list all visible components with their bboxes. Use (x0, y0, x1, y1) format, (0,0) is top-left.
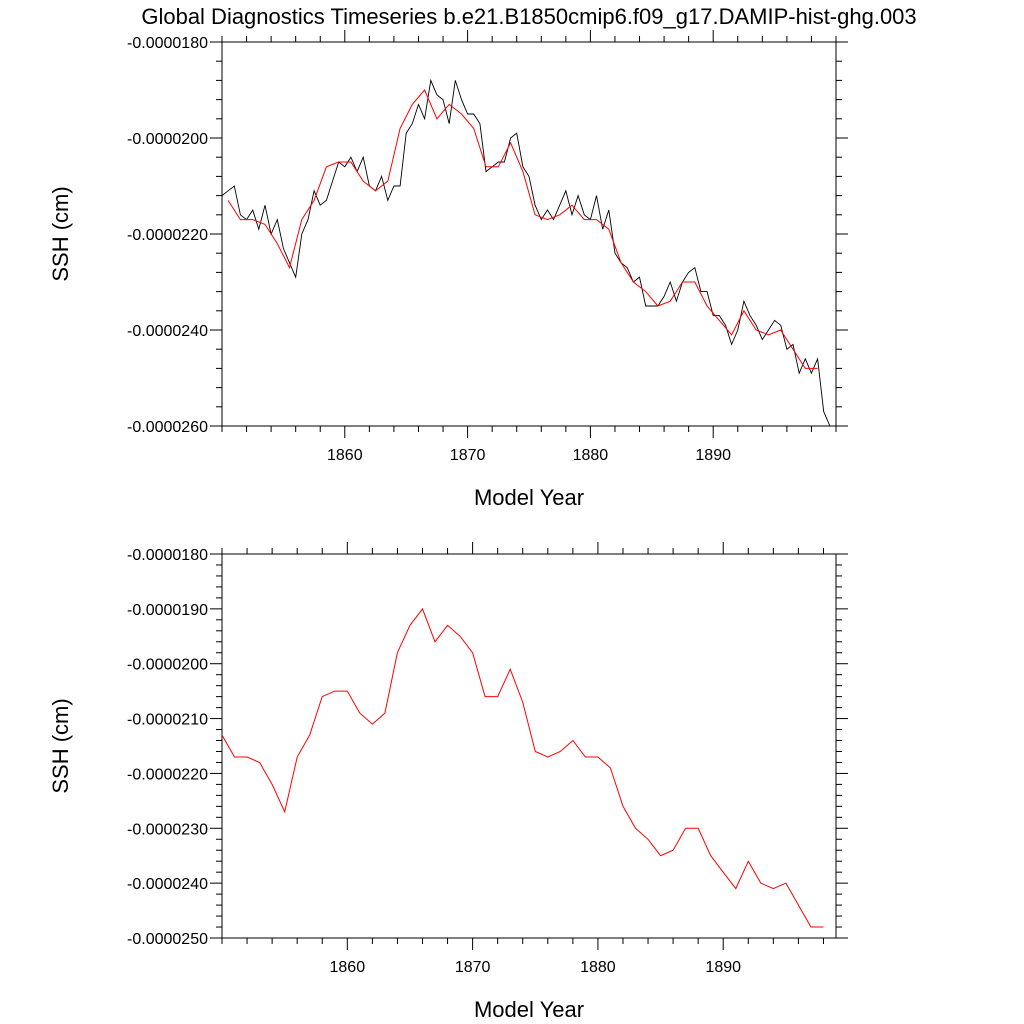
top-panel: -0.0000180 -0.0000200 -0.0000220 -0.0000240… (48, 30, 848, 510)
ytick-label: -0.0000250 (127, 931, 208, 948)
xtick-label: 1860 (327, 447, 363, 464)
ytick-label: -0.0000230 (127, 821, 208, 838)
ytick-label: -0.0000240 (127, 876, 208, 893)
bottom-ylabel: SSH (cm) (48, 698, 73, 793)
ytick-label: -0.0000180 (127, 35, 208, 52)
figure-title: Global Diagnostics Timeseries b.e21.B185… (141, 4, 916, 29)
monthly-series-line (221, 78, 831, 427)
bottom-ytick-labels: -0.0000180 -0.0000190 -0.0000200 -0.0000210… (127, 547, 208, 948)
ytick-label: -0.0000240 (127, 323, 208, 340)
ytick-label: -0.0000210 (127, 712, 208, 729)
top-ylabel: SSH (cm) (48, 186, 73, 281)
bottom-ticks (210, 542, 848, 950)
ytick-label: -0.0000190 (127, 602, 208, 619)
ytick-label: -0.0000200 (127, 131, 208, 148)
bottom-xtick-labels: 1860 1870 1880 1890 (330, 959, 742, 976)
xtick-label: 1890 (705, 959, 741, 976)
xtick-label: 1870 (450, 447, 486, 464)
xtick-label: 1870 (455, 959, 491, 976)
top-ticks (210, 30, 848, 438)
top-xtick-labels: 1860 1870 1880 1890 (327, 447, 731, 464)
top-series (221, 78, 831, 427)
ytick-label: -0.0000200 (127, 657, 208, 674)
xtick-label: 1880 (580, 959, 616, 976)
annual-series-line (221, 607, 824, 928)
bottom-series (221, 607, 824, 928)
ytick-label: -0.0000220 (127, 227, 208, 244)
bottom-xlabel: Model Year (474, 997, 584, 1022)
ytick-label: -0.0000220 (127, 766, 208, 783)
bottom-panel: -0.0000180 -0.0000190 -0.0000200 -0.0000210… (48, 542, 848, 1022)
bottom-plot-frame (221, 553, 837, 939)
annual-series-line (227, 89, 818, 369)
ytick-label: -0.0000260 (127, 419, 208, 436)
top-ytick-labels: -0.0000180 -0.0000200 -0.0000220 -0.0000240… (127, 35, 208, 436)
ytick-label: -0.0000180 (127, 547, 208, 564)
xtick-label: 1880 (573, 447, 609, 464)
xtick-label: 1860 (330, 959, 366, 976)
xtick-label: 1890 (695, 447, 731, 464)
top-xlabel: Model Year (474, 485, 584, 510)
